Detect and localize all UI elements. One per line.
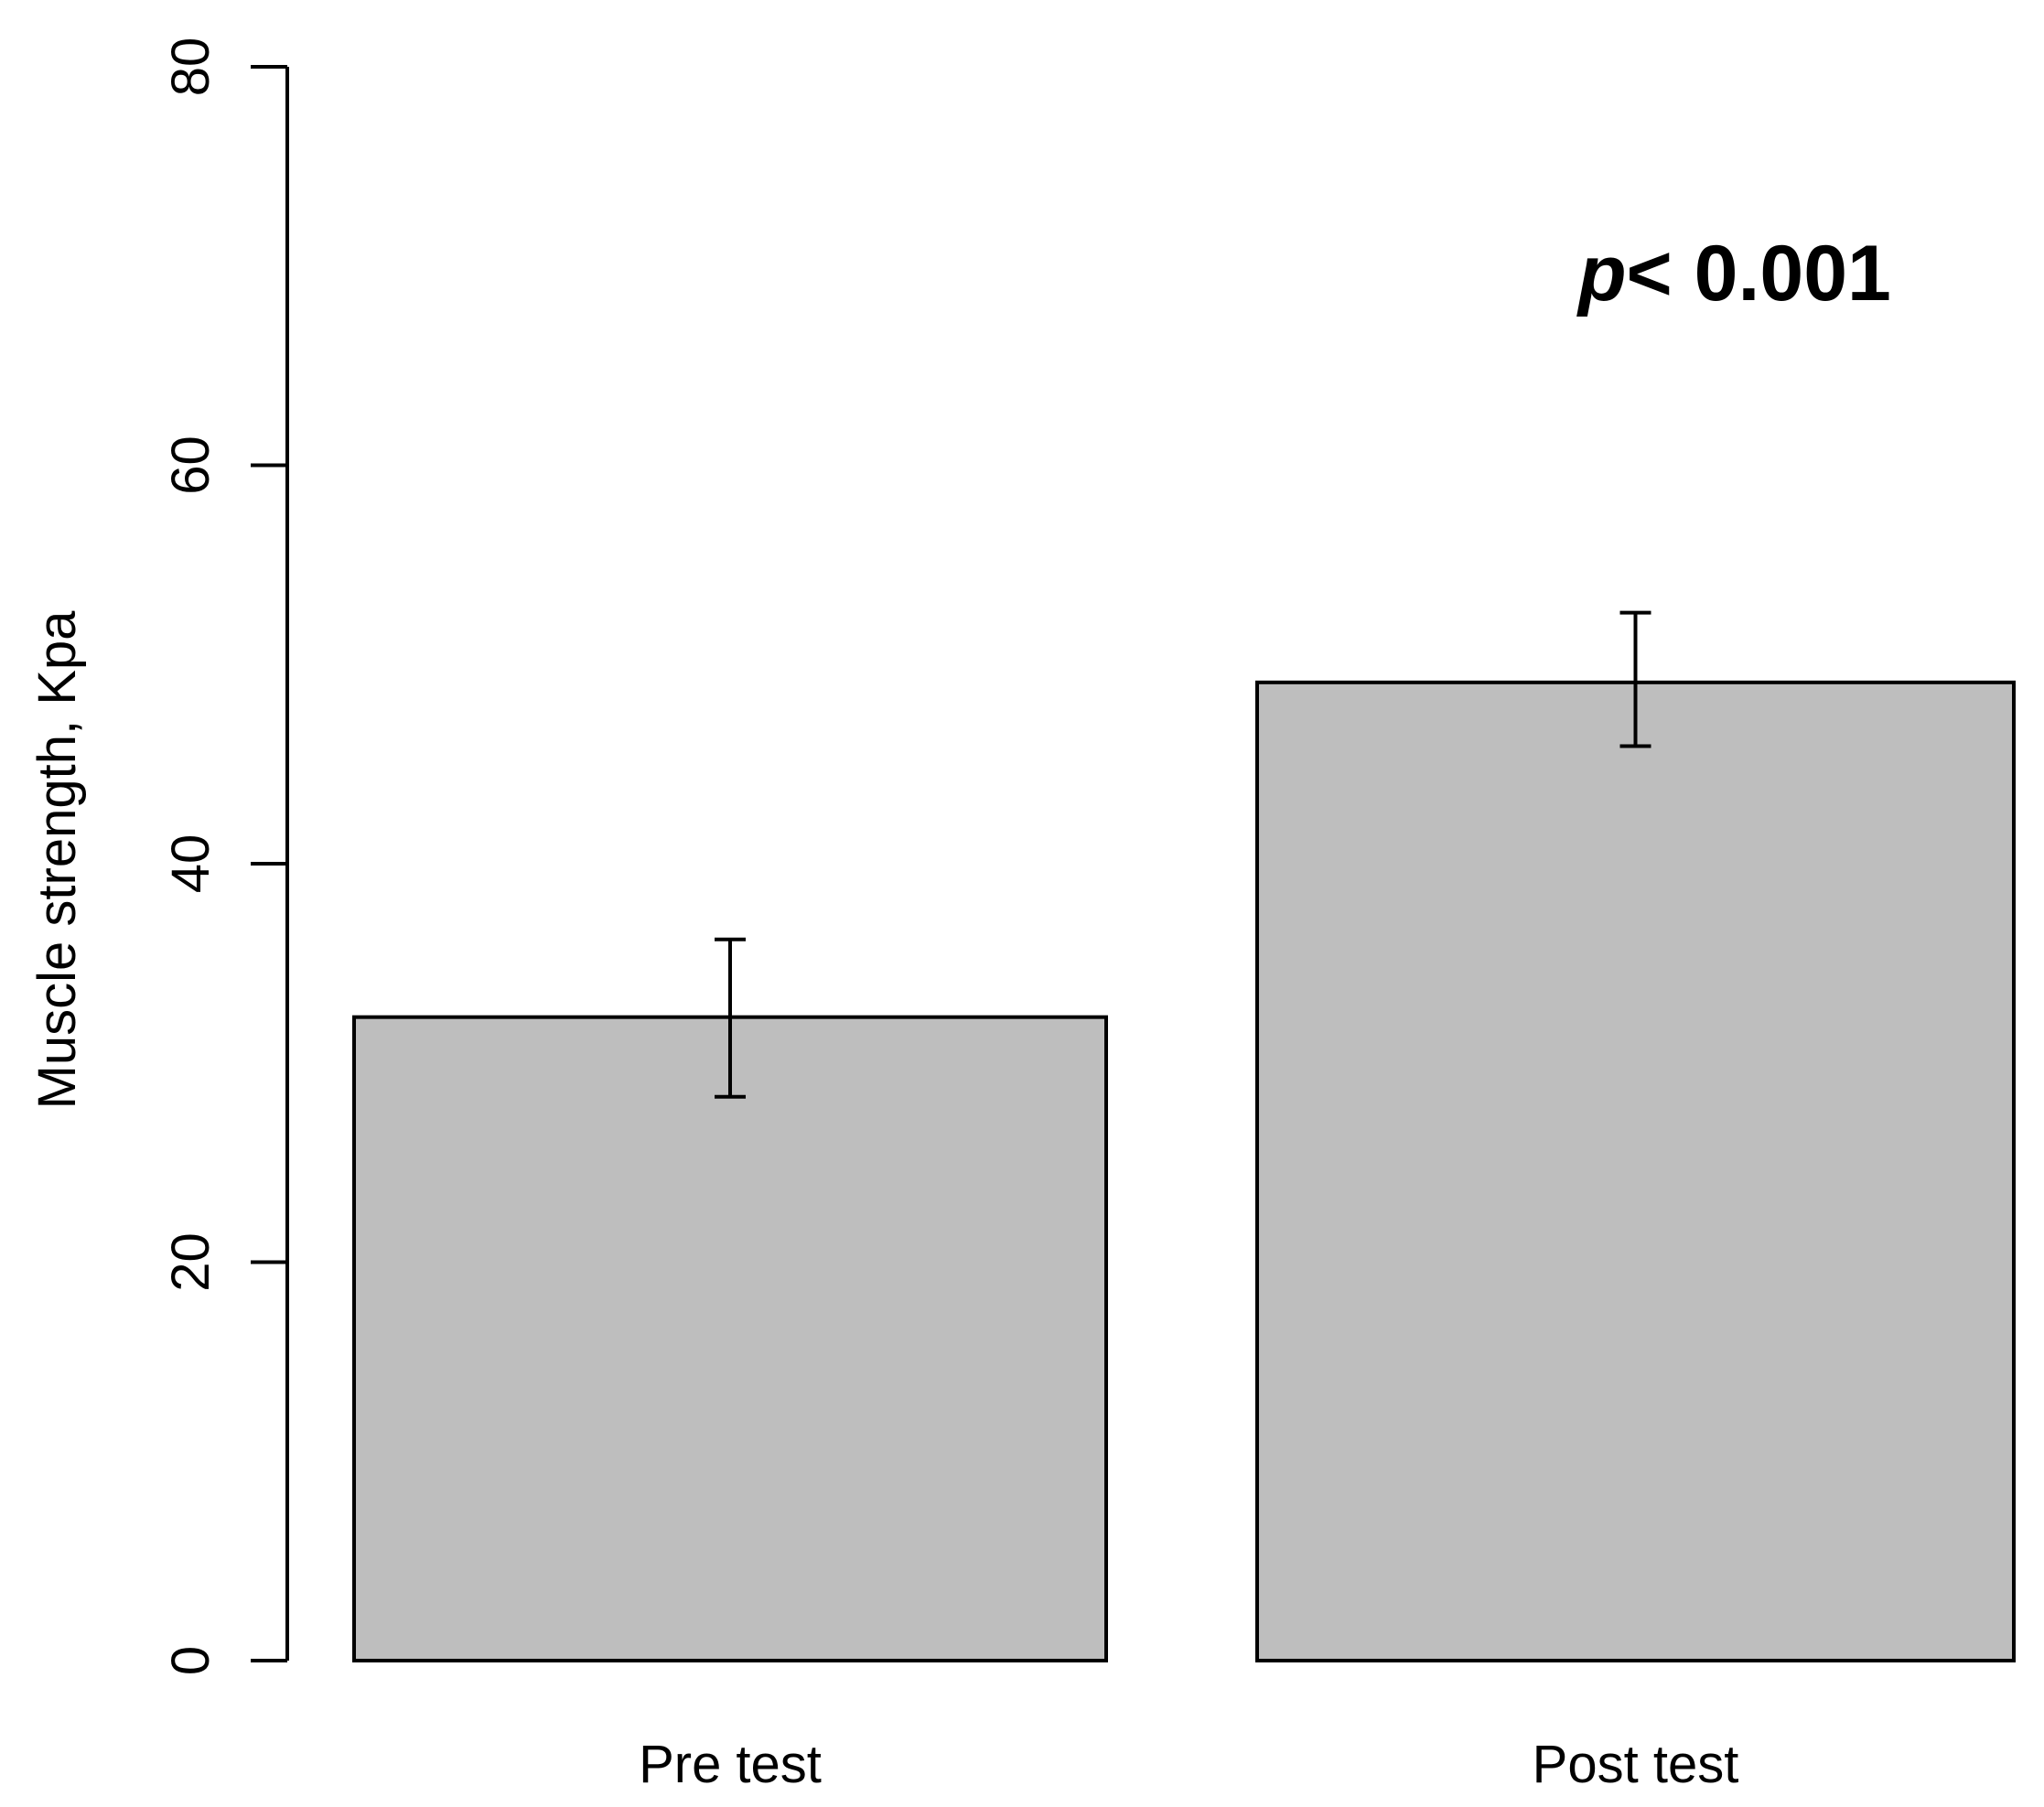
p-value-annotation: p< 0.001 xyxy=(1576,230,1891,317)
y-tick-label-2: 40 xyxy=(161,834,221,894)
category-labels: Pre test Post test xyxy=(639,1735,1738,1794)
bars xyxy=(352,680,2016,1662)
x-category-label-0: Pre test xyxy=(639,1735,822,1794)
y-tick-label-1: 20 xyxy=(161,1232,221,1292)
bar-1 xyxy=(1255,680,2016,1662)
y-tick-label-3: 60 xyxy=(161,436,221,495)
y-tick-label-4: 80 xyxy=(161,38,221,97)
y-axis-label: Muscle strength, Kpa xyxy=(27,610,87,1110)
p-value-text: < 0.001 xyxy=(1627,230,1891,317)
p-value-prefix: p xyxy=(1576,230,1627,317)
y-axis: 0 20 40 60 80 xyxy=(161,38,289,1675)
y-tick-label-0: 0 xyxy=(161,1646,221,1675)
x-category-label-1: Post test xyxy=(1533,1735,1739,1794)
bar-0 xyxy=(352,1015,1108,1662)
error-bars xyxy=(715,610,1651,1099)
